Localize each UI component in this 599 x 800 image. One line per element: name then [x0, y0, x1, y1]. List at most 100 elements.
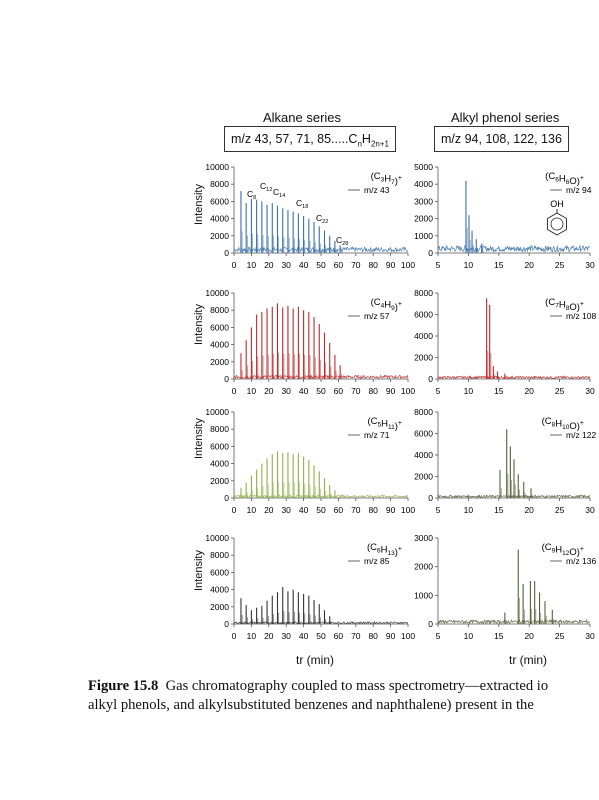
peak-label: C28 — [336, 235, 348, 247]
y-tick-label: 6000 — [210, 441, 229, 451]
y-tick-label: 2000 — [210, 357, 229, 367]
y-tick-label: 0 — [428, 374, 433, 384]
y-tick-label: 0 — [224, 493, 229, 503]
baseline-trace — [437, 244, 591, 254]
y-tick-label: 8000 — [414, 288, 433, 298]
legend-label: m/z 85 — [364, 556, 390, 566]
peak-label: C14 — [273, 187, 285, 199]
x-tick-label: 30 — [281, 505, 291, 515]
x-tick-label: 20 — [524, 505, 534, 515]
x-tick-label: 100 — [401, 386, 415, 396]
baseline-trace — [233, 374, 409, 380]
x-tick-label: 30 — [585, 631, 595, 641]
y-axis-label: Intensity — [193, 304, 205, 345]
x-tick-label: 70 — [351, 505, 361, 515]
x-axis-label-phenol: tr (min) — [509, 653, 547, 667]
baseline-trace — [437, 375, 591, 380]
x-tick-label: 0 — [232, 386, 237, 396]
x-tick-label: 25 — [555, 631, 565, 641]
oh-label: OH — [550, 199, 564, 209]
x-tick-label: 0 — [232, 505, 237, 515]
y-tick-label: 1000 — [414, 231, 433, 241]
x-tick-label: 20 — [524, 260, 534, 270]
x-tick-label: 15 — [494, 260, 504, 270]
y-tick-label: 4000 — [210, 459, 229, 469]
x-tick-label: 5 — [436, 631, 441, 641]
y-tick-label: 2000 — [414, 214, 433, 224]
ion-formula: (C9H12O)+ — [542, 542, 584, 558]
y-tick-label: 8000 — [210, 305, 229, 315]
baseline-trace — [437, 618, 591, 625]
y-tick-label: 8000 — [210, 550, 229, 560]
x-tick-label: 50 — [316, 260, 326, 270]
caption-line2: alkyl phenols, and alkylsubstituted benz… — [88, 697, 534, 713]
y-tick-label: 6000 — [210, 567, 229, 577]
x-tick-label: 60 — [334, 631, 344, 641]
legend-label: m/z 122 — [566, 430, 597, 440]
x-tick-label: 5 — [436, 386, 441, 396]
peak-label: C22 — [316, 213, 328, 225]
ion-formula: (C6H6O)+ — [545, 171, 584, 187]
y-tick-label: 10000 — [205, 407, 229, 417]
figure-caption: Figure 15.8 Gas chromatography coupled t… — [88, 677, 599, 715]
ion-formula: (C4H9)+ — [371, 297, 402, 313]
y-tick-label: 6000 — [210, 196, 229, 206]
y-tick-label: 0 — [224, 619, 229, 629]
ion-formula: (C8H10O)+ — [542, 416, 584, 432]
x-tick-label: 90 — [386, 260, 396, 270]
x-tick-label: 70 — [351, 631, 361, 641]
x-tick-label: 40 — [299, 505, 309, 515]
peak-label: C12 — [260, 181, 272, 193]
x-tick-label: 10 — [464, 505, 474, 515]
y-tick-label: 0 — [428, 619, 433, 629]
x-tick-label: 15 — [494, 631, 504, 641]
x-tick-label: 20 — [524, 631, 534, 641]
y-tick-label: 6000 — [414, 429, 433, 439]
x-tick-label: 40 — [299, 631, 309, 641]
baseline-trace — [233, 494, 409, 499]
y-tick-label: 2000 — [210, 231, 229, 241]
x-tick-label: 90 — [386, 505, 396, 515]
baseline-trace — [233, 620, 409, 625]
x-tick-label: 10 — [247, 260, 257, 270]
x-tick-label: 70 — [351, 386, 361, 396]
alkane-series-title: Alkane series — [263, 110, 342, 125]
legend-label: m/z 94 — [566, 185, 592, 195]
y-tick-label: 4000 — [210, 340, 229, 350]
x-tick-label: 5 — [436, 505, 441, 515]
x-tick-label: 60 — [334, 505, 344, 515]
y-tick-label: 2000 — [414, 562, 433, 572]
x-tick-label: 80 — [368, 386, 378, 396]
y-tick-label: 4000 — [414, 179, 433, 189]
y-tick-label: 6000 — [414, 310, 433, 320]
phenol-series-title: Alkyl phenol series — [451, 110, 560, 125]
x-tick-label: 60 — [334, 386, 344, 396]
y-tick-label: 3000 — [414, 533, 433, 543]
y-tick-label: 4000 — [414, 450, 433, 460]
ion-formula: (C6H13)+ — [367, 542, 402, 558]
baseline-trace — [233, 246, 409, 254]
y-tick-label: 2000 — [210, 476, 229, 486]
y-tick-label: 3000 — [414, 196, 433, 206]
x-tick-label: 25 — [555, 505, 565, 515]
x-axis-label-alkane: tr (min) — [296, 653, 334, 667]
legend-label: m/z 71 — [364, 430, 390, 440]
x-tick-label: 90 — [386, 386, 396, 396]
caption-line1: Gas chromatography coupled to mass spect… — [165, 678, 549, 694]
x-tick-label: 15 — [494, 386, 504, 396]
y-tick-label: 8000 — [210, 424, 229, 434]
peak-label: C18 — [296, 198, 308, 210]
ion-formula: (C3H7)+ — [371, 171, 402, 187]
x-tick-label: 10 — [247, 505, 257, 515]
caption-label: Figure 15.8 — [88, 678, 159, 694]
y-tick-label: 10000 — [205, 288, 229, 298]
x-tick-label: 80 — [368, 260, 378, 270]
x-tick-label: 10 — [247, 386, 257, 396]
x-tick-label: 100 — [401, 505, 415, 515]
alkane-mz-box: m/z 43, 57, 71, 85.....CnH2n+1 — [224, 126, 396, 152]
benzene-ring — [547, 212, 567, 236]
x-tick-label: 80 — [368, 505, 378, 515]
x-tick-label: 25 — [555, 386, 565, 396]
x-tick-label: 10 — [464, 631, 474, 641]
x-tick-label: 50 — [316, 631, 326, 641]
